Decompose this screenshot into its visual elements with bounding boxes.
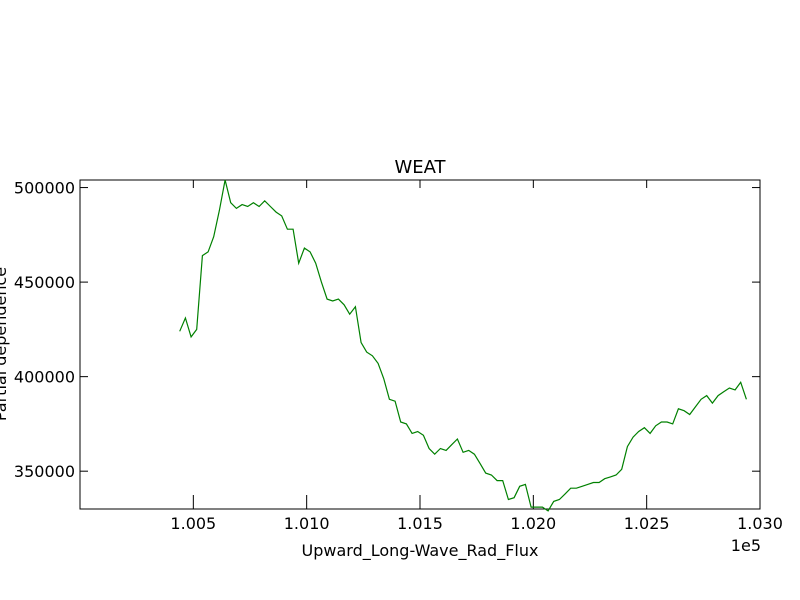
y-tick-labels: 350000 400000 450000 500000 — [14, 179, 75, 482]
x-tick-label: 1.015 — [397, 514, 443, 533]
x-tick-label: 1.020 — [510, 514, 556, 533]
x-tick-label: 1.030 — [737, 514, 783, 533]
series-line — [179, 179, 747, 512]
y-tick-label: 450000 — [14, 273, 75, 292]
y-tick-label: 500000 — [14, 179, 75, 198]
y-tick-label: 350000 — [14, 462, 75, 481]
x-tick-label: 1.025 — [624, 514, 670, 533]
x-tick-label: 1.005 — [170, 514, 216, 533]
tick-marks — [80, 180, 761, 509]
x-tick-labels: 1.005 1.010 1.015 1.020 1.025 1.030 — [170, 514, 782, 533]
plot-area — [79, 179, 761, 512]
y-axis-label: Partial dependence — [0, 267, 10, 421]
x-axis-label: Upward_Long-Wave_Rad_Flux — [302, 541, 539, 561]
y-tick-label: 400000 — [14, 368, 75, 387]
x-tick-label: 1.010 — [284, 514, 330, 533]
x-axis-offset-label: 1e5 — [731, 536, 761, 555]
plot-frame — [79, 179, 761, 510]
chart-title: WEAT — [394, 157, 446, 178]
